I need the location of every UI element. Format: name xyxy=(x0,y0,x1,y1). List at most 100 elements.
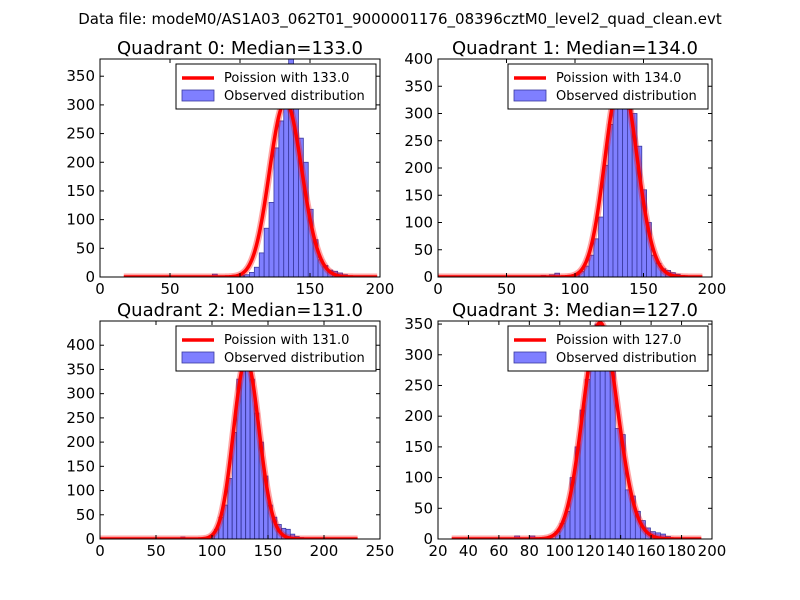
histogram xyxy=(540,66,686,277)
x-tick-label: 180 xyxy=(667,542,696,560)
poisson-curve xyxy=(122,99,379,277)
y-tick-label: 50 xyxy=(414,499,433,517)
axes-frame xyxy=(437,320,713,540)
legend-bar-swatch xyxy=(513,351,547,364)
histogram-bar xyxy=(598,216,604,277)
histogram xyxy=(514,323,671,539)
histogram-bar xyxy=(589,354,596,539)
histogram-bar xyxy=(617,83,624,277)
y-tick-label: 400 xyxy=(404,50,433,68)
histogram-bar xyxy=(283,84,290,277)
x-tick-label: 40 xyxy=(459,542,478,560)
histogram-bar xyxy=(253,266,260,277)
axes-frame xyxy=(99,320,381,540)
x-tick-label: 140 xyxy=(606,542,635,560)
histogram-bar xyxy=(249,272,255,277)
panel-title: Quadrant 0: Median=133.0 xyxy=(117,38,363,59)
y-tick-label: 100 xyxy=(404,469,433,487)
x-tick-label: 200 xyxy=(698,280,727,298)
x-tick-label: 50 xyxy=(146,542,165,560)
legend-bar-swatch xyxy=(513,89,547,102)
histogram-bar xyxy=(263,227,270,277)
y-tick-label: 350 xyxy=(404,77,433,95)
poisson-curve-glow xyxy=(123,98,378,277)
legend-label-observed: Observed distribution xyxy=(556,89,697,104)
x-tick-label: 50 xyxy=(160,280,179,298)
y-tick-label: 150 xyxy=(404,438,433,456)
histogram-bar xyxy=(258,252,265,277)
x-tick-label: 0 xyxy=(95,542,105,560)
x-tick-label: 200 xyxy=(698,542,727,560)
poisson-curve-glow xyxy=(451,321,702,539)
x-tick-label: 200 xyxy=(366,280,395,298)
panel-title: Quadrant 3: Median=127.0 xyxy=(452,300,698,321)
y-tick-label: 400 xyxy=(66,336,95,354)
x-tick-label: 100 xyxy=(226,280,255,298)
y-tick-label: 200 xyxy=(66,153,95,171)
y-tick-label: 300 xyxy=(66,385,95,403)
legend-label-poisson: Poission with 133.0 xyxy=(224,71,349,86)
panel-title: Quadrant 2: Median=131.0 xyxy=(117,300,363,321)
y-tick-label: 250 xyxy=(66,125,95,143)
x-tick-label: 200 xyxy=(310,542,339,560)
y-tick-label: 100 xyxy=(404,214,433,232)
y-tick-label: 200 xyxy=(66,433,95,451)
x-tick-label: 150 xyxy=(296,280,325,298)
legend-bar-swatch xyxy=(181,351,215,364)
y-tick-label: 50 xyxy=(76,239,95,257)
y-tick-label: 350 xyxy=(66,360,95,378)
x-tick-label: 80 xyxy=(520,542,539,560)
legend-label-poisson: Poission with 127.0 xyxy=(556,333,681,348)
y-tick-label: 250 xyxy=(404,132,433,150)
panel-quadrant-0: 0 50 100 150 200 0 50 100 150 200 250 300 350 Quadran… xyxy=(66,38,394,298)
y-tick-label: 150 xyxy=(66,457,95,475)
poisson-curve xyxy=(100,358,359,539)
x-tick-label: 160 xyxy=(637,542,666,560)
y-tick-label: 100 xyxy=(66,482,95,500)
y-tick-label: 300 xyxy=(66,96,95,114)
legend-label-observed: Observed distribution xyxy=(556,351,697,366)
panel-quadrant-1: 0 50 100 150 200 0 50 100 150 200 250 300 350 400 Quad… xyxy=(404,38,726,298)
y-tick-label: 350 xyxy=(404,315,433,333)
x-tick-label: 150 xyxy=(629,280,658,298)
x-tick-label: 20 xyxy=(428,542,447,560)
x-tick-label: 120 xyxy=(576,542,605,560)
legend-label-poisson: Poission with 131.0 xyxy=(224,333,349,348)
legend-bar-swatch xyxy=(181,89,215,102)
histogram-bar xyxy=(273,147,280,277)
y-tick-label: 150 xyxy=(404,186,433,204)
y-tick-label: 0 xyxy=(85,530,95,548)
y-tick-label: 50 xyxy=(76,506,95,524)
y-tick-label: 100 xyxy=(66,211,95,229)
x-tick-label: 0 xyxy=(433,280,443,298)
legend-box xyxy=(175,325,377,372)
y-tick-label: 200 xyxy=(404,407,433,425)
x-tick-label: 150 xyxy=(254,542,283,560)
x-tick-label: 50 xyxy=(497,280,516,298)
y-tick-label: 50 xyxy=(414,241,433,259)
y-tick-label: 350 xyxy=(66,67,95,85)
x-tick-label: 100 xyxy=(545,542,574,560)
y-tick-label: 0 xyxy=(423,268,433,286)
y-tick-label: 250 xyxy=(404,376,433,394)
x-tick-label: 60 xyxy=(489,542,508,560)
y-tick-label: 150 xyxy=(66,182,95,200)
legend-label-observed: Observed distribution xyxy=(224,351,365,366)
histogram-bar xyxy=(612,107,619,277)
x-tick-label: 250 xyxy=(366,542,395,560)
poisson-curve-glow xyxy=(438,74,703,277)
poisson-curve xyxy=(450,321,703,539)
y-tick-label: 0 xyxy=(423,530,433,548)
panel-title: Quadrant 1: Median=134.0 xyxy=(452,38,698,59)
figure-title: Data file: modeM0/AS1A03_062T01_90000011… xyxy=(78,10,722,29)
histogram-bar xyxy=(278,120,285,277)
legend-box xyxy=(507,63,709,110)
legend-label-observed: Observed distribution xyxy=(224,89,365,104)
legend-box xyxy=(175,63,377,110)
panel-quadrant-3: 20 40 60 80 100 120 140 160 180 20005010015020025… xyxy=(404,300,726,560)
x-tick-label: 100 xyxy=(561,280,590,298)
histogram-bar xyxy=(604,348,611,539)
y-tick-label: 300 xyxy=(404,346,433,364)
histogram-bar xyxy=(646,222,652,277)
